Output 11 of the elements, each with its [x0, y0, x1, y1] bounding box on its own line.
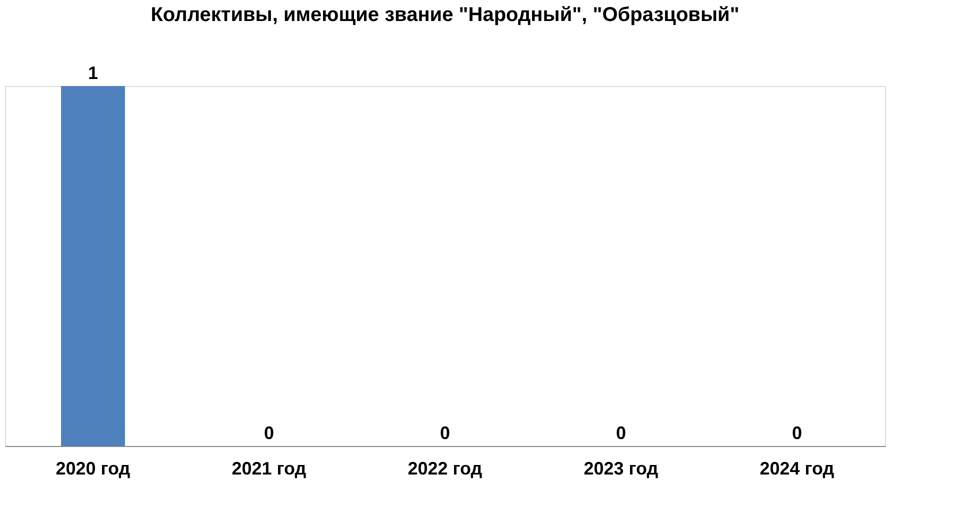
- x-tick-label: 2023 год: [584, 458, 659, 478]
- x-tick-label: 2020 год: [56, 458, 131, 478]
- data-label: 0: [440, 423, 450, 443]
- data-label: 0: [792, 423, 802, 443]
- data-label: 1: [88, 63, 98, 83]
- x-tick-label: 2022 год: [408, 458, 483, 478]
- data-label: 0: [264, 423, 274, 443]
- x-tick-label: 2021 год: [232, 458, 307, 478]
- x-tick-label: 2024 год: [760, 458, 835, 478]
- data-label: 0: [616, 423, 626, 443]
- chart-title: Коллективы, имеющие звание "Народный", "Образцовый": [150, 4, 740, 26]
